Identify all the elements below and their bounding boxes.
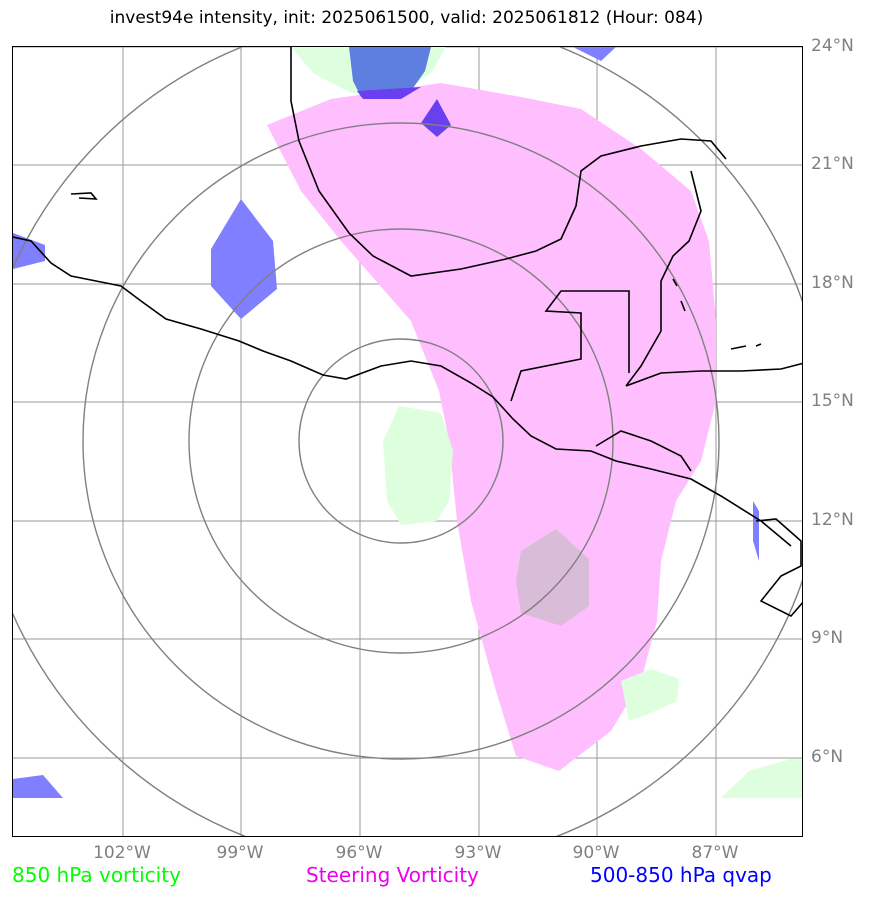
coastline-central-america [625, 362, 802, 387]
coastlines [13, 47, 802, 617]
coastline-nicaragua [755, 518, 802, 617]
coastline-yucatan-islands [672, 278, 686, 312]
range-ring-2 [188, 228, 614, 654]
vorticity-850-region-south [621, 669, 679, 721]
lon-label-96w: 96°W [335, 843, 383, 863]
steering-vorticity-region [267, 83, 716, 771]
overlap-region [516, 529, 589, 626]
legend-850-vorticity: 850 hPa vorticity [12, 863, 181, 887]
legend-steering-vorticity: Steering Vorticity [306, 863, 479, 887]
lat-label-18n: 18°N [811, 273, 854, 293]
qvap-region-sliver [753, 501, 759, 561]
vorticity-850-region-southeast [721, 759, 802, 798]
coastline-yucatan [625, 170, 702, 387]
lon-label-99w: 99°W [216, 843, 264, 863]
chart-title: invest94e intensity, init: 2025061500, v… [109, 8, 704, 28]
border-guatemala [510, 290, 630, 402]
border-honduras [595, 430, 692, 472]
coastline-mexico-pacific [13, 236, 792, 547]
range-ring-1 [298, 338, 504, 544]
lat-label-21n: 21°N [811, 154, 854, 174]
coastline-mexico-gulf [290, 47, 727, 277]
qvap-region-far-west [13, 233, 45, 269]
legend-qvap: 500-850 hPa qvap [590, 863, 772, 887]
lon-label-102w: 102°W [93, 843, 151, 863]
lat-label-6n: 6°N [811, 747, 844, 767]
lon-label-87w: 87°W [691, 843, 739, 863]
qvap-region-top-right [573, 47, 616, 61]
vorticity-850-region-center [383, 406, 453, 525]
lat-label-12n: 12°N [811, 510, 854, 530]
lat-label-9n: 9°N [811, 628, 844, 648]
lon-label-93w: 93°W [454, 843, 502, 863]
lat-label-15n: 15°N [811, 391, 854, 411]
map-panel [12, 46, 803, 837]
qvap-region-southwest [13, 775, 63, 798]
qvap-region-west [211, 199, 277, 319]
qvap-region-small [421, 99, 451, 137]
lon-label-90w: 90°W [572, 843, 620, 863]
range-ring-3 [82, 122, 720, 760]
range-rings [13, 47, 802, 836]
lat-label-24n: 24°N [811, 36, 854, 56]
qvap-region-top-dark [357, 87, 421, 99]
coastline-belize-island [730, 343, 762, 350]
coastline-baja-tip [70, 192, 98, 200]
qvap-region-top [349, 47, 431, 97]
